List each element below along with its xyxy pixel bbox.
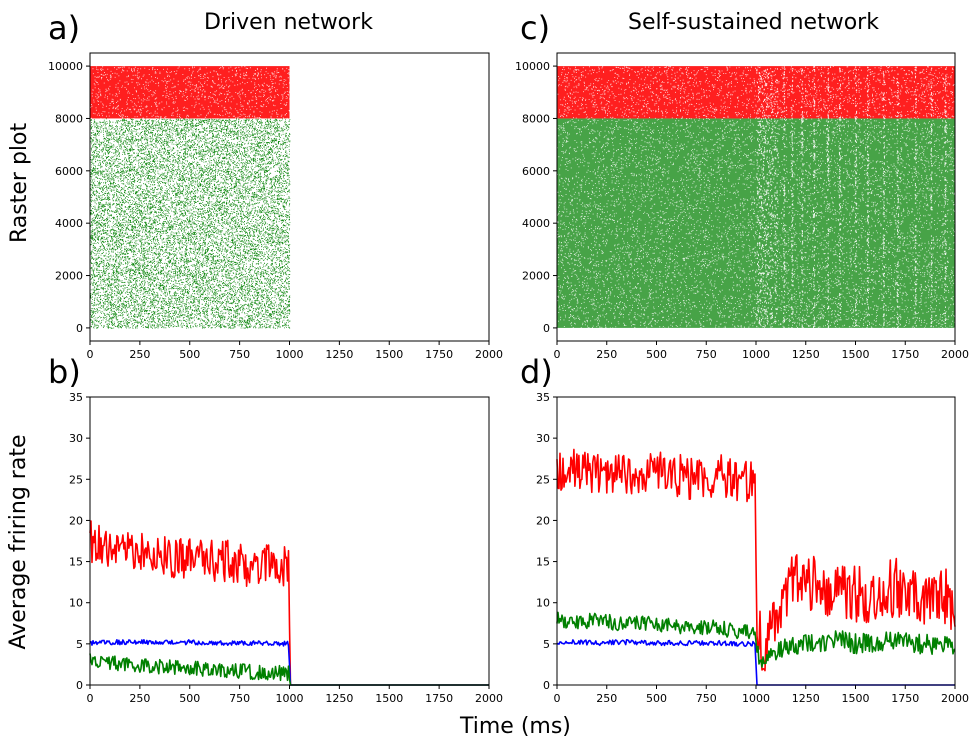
x-tick-label: 1250 — [325, 692, 353, 705]
raster-fill-c-1 — [557, 66, 955, 119]
y-tick-label: 6000 — [55, 165, 83, 178]
x-tick-label: 1000 — [742, 348, 770, 361]
x-tick-label: 1250 — [325, 348, 353, 361]
x-tick-label: 750 — [696, 348, 717, 361]
x-tick-label: 1750 — [425, 692, 453, 705]
raster-dots-a — [90, 66, 291, 329]
y-tick-label: 0 — [76, 322, 83, 335]
y-tick-label: 0 — [543, 679, 550, 692]
x-tick-label: 1250 — [792, 348, 820, 361]
series-line-d-2 — [556, 611, 956, 668]
x-tick-label: 500 — [179, 692, 200, 705]
row-label-rate: Average friring rate — [6, 434, 31, 650]
y-tick-label: 5 — [76, 638, 83, 651]
y-tick-label: 5 — [543, 638, 550, 651]
x-tick-label: 1250 — [792, 692, 820, 705]
y-tick-label: 10 — [536, 597, 550, 610]
y-tick-label: 30 — [536, 432, 550, 445]
x-tick-label: 750 — [229, 692, 250, 705]
x-tick-label: 750 — [229, 348, 250, 361]
chart-panel-b: 0 250 500 750 1000 1250 1500 1750 2000 0 5 10 15 20 25… — [69, 391, 503, 705]
x-tick-label: 250 — [596, 348, 617, 361]
y-tick-label: 15 — [69, 556, 83, 569]
x-tick-label: 2000 — [475, 692, 503, 705]
x-tick-label: 500 — [646, 348, 667, 361]
y-tick-label: 10000 — [515, 60, 550, 73]
x-tick-label: 500 — [646, 692, 667, 705]
series-line-d-0 — [556, 448, 956, 672]
x-tick-label: 250 — [129, 348, 150, 361]
x-tick-label: 0 — [554, 348, 561, 361]
y-tick-label: 2000 — [522, 270, 550, 283]
x-tick-label: 2000 — [941, 348, 969, 361]
x-tick-label: 1750 — [425, 348, 453, 361]
x-tick-label: 1750 — [891, 692, 919, 705]
x-tick-label: 0 — [554, 692, 561, 705]
x-tick-label: 0 — [87, 348, 94, 361]
x-tick-label: 250 — [596, 692, 617, 705]
x-tick-label: 0 — [87, 692, 94, 705]
x-tick-label: 2000 — [941, 692, 969, 705]
raster-fill-c-0 — [557, 118, 955, 328]
shared-x-axis-label: Time (ms) — [460, 714, 571, 739]
panel-letter-a: a) — [48, 9, 81, 47]
x-tick-label: 1500 — [375, 692, 403, 705]
x-tick-label: 500 — [179, 348, 200, 361]
y-tick-label: 35 — [69, 391, 83, 404]
y-tick-label: 10000 — [48, 60, 83, 73]
x-tick-label: 1750 — [891, 348, 919, 361]
y-tick-label: 4000 — [522, 217, 550, 230]
panel-letter-d: d) — [520, 353, 553, 391]
y-tick-label: 25 — [69, 473, 83, 486]
y-tick-label: 8000 — [522, 112, 550, 125]
y-tick-label: 20 — [69, 514, 83, 527]
panel-letter-c: c) — [520, 9, 551, 47]
raster-gaps-c-0 — [557, 118, 955, 329]
y-tick-label: 30 — [69, 432, 83, 445]
x-tick-label: 1500 — [842, 692, 870, 705]
raster-fill-a-1 — [90, 66, 290, 119]
y-tick-label: 4000 — [55, 217, 83, 230]
x-tick-label: 1000 — [742, 692, 770, 705]
x-tick-label: 250 — [129, 692, 150, 705]
x-tick-label: 750 — [696, 692, 717, 705]
y-tick-label: 25 — [536, 473, 550, 486]
x-tick-label: 1500 — [375, 348, 403, 361]
y-tick-label: 20 — [536, 514, 550, 527]
x-tick-label: 1000 — [276, 692, 304, 705]
panel-letter-b: b) — [48, 353, 81, 391]
y-tick-label: 0 — [543, 322, 550, 335]
y-tick-label: 6000 — [522, 165, 550, 178]
y-tick-label: 15 — [536, 556, 550, 569]
x-tick-label: 2000 — [475, 348, 503, 361]
y-tick-label: 8000 — [55, 112, 83, 125]
chart-panel-a: 0 250 500 750 1000 1250 1500 1750 2000 0 2000 4000 6… — [48, 52, 503, 361]
y-tick-label: 0 — [76, 679, 83, 692]
column-title-self-sustained: Self-sustained network — [628, 10, 879, 35]
raster-spikes-a-0 — [90, 118, 291, 329]
x-tick-label: 1500 — [842, 348, 870, 361]
row-label-raster: Raster plot — [7, 122, 32, 243]
y-tick-label: 35 — [536, 391, 550, 404]
chart-panel-d: 0 250 500 750 1000 1250 1500 1750 2000 0 5 10 15 20 25… — [536, 391, 969, 705]
raster-dots-c — [557, 66, 955, 330]
y-tick-label: 2000 — [55, 270, 83, 283]
chart-panel-c: 0 250 500 750 1000 1250 1500 1750 2000 0 2000 4000 6… — [515, 52, 969, 361]
y-tick-label: 10 — [69, 597, 83, 610]
column-title-driven: Driven network — [204, 10, 373, 35]
x-tick-label: 1000 — [276, 348, 304, 361]
